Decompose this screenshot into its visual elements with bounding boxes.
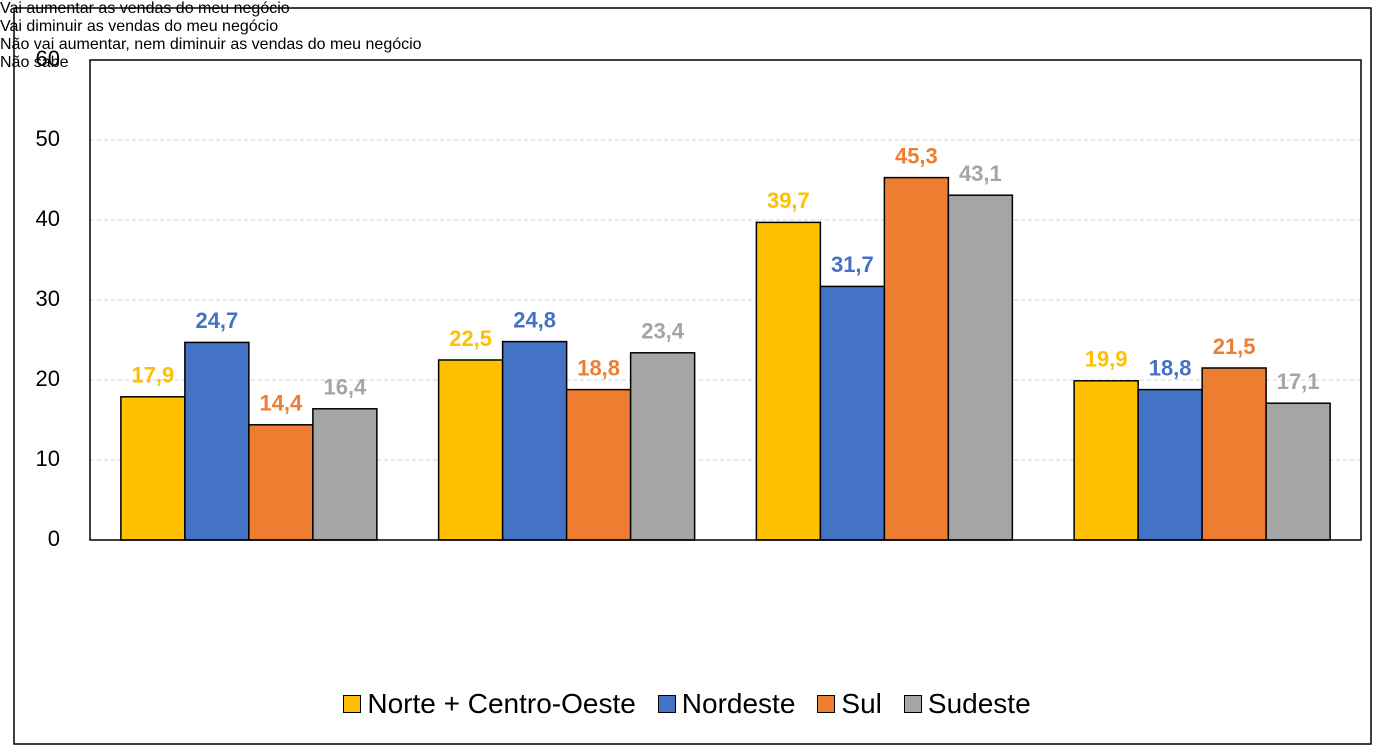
bar — [819, 285, 886, 541]
bar — [947, 194, 1014, 541]
data-label: 43,1 — [959, 161, 1002, 186]
bar — [120, 396, 186, 541]
data-label: 45,3 — [895, 143, 938, 168]
bar — [883, 176, 950, 541]
legend: Norte + Centro-Oeste Nordeste Sul Sudeste — [0, 688, 1374, 720]
bar — [437, 359, 504, 541]
legend-label: Nordeste — [681, 688, 796, 719]
data-label: 39,7 — [767, 188, 810, 213]
y-tick-label: 30 — [36, 286, 60, 311]
data-label: 18,8 — [1149, 355, 1192, 380]
bar — [248, 424, 314, 541]
legend-item: Sudeste — [903, 688, 1031, 720]
bar — [1137, 388, 1203, 541]
data-label: 17,9 — [131, 363, 174, 388]
chart-frame — [13, 7, 1372, 745]
y-tick-label: 20 — [36, 366, 60, 391]
bar — [755, 221, 822, 541]
legend-swatch — [903, 695, 922, 713]
bar — [1201, 367, 1267, 541]
data-label: 24,8 — [513, 307, 556, 332]
x-tick-label: Não sabe — [0, 54, 69, 71]
plot-border — [89, 59, 1362, 541]
y-tick-label: 40 — [36, 206, 60, 231]
x-tick-label: Vai diminuir as vendas do meu negócio — [0, 18, 279, 35]
y-tick-label: 60 — [36, 46, 60, 71]
data-label: 23,4 — [641, 319, 685, 344]
legend-swatch — [817, 695, 836, 713]
bar — [312, 408, 378, 541]
y-tick-label: 0 — [48, 526, 60, 551]
y-tick-label: 50 — [36, 126, 60, 151]
legend-item: Norte + Centro-Oeste — [343, 688, 636, 720]
bar — [565, 388, 632, 541]
legend-swatch — [657, 695, 676, 713]
bar — [184, 341, 250, 541]
data-label: 18,8 — [577, 355, 620, 380]
data-label: 22,5 — [449, 326, 492, 351]
x-tick-label: Não vai aumentar, nem diminuir as vendas… — [0, 36, 422, 53]
bar — [501, 340, 568, 541]
data-label: 16,4 — [323, 375, 367, 400]
data-label: 19,9 — [1085, 347, 1128, 372]
legend-item: Nordeste — [657, 688, 796, 720]
y-tick-label: 10 — [36, 446, 60, 471]
data-label: 24,7 — [195, 308, 238, 333]
data-label: 31,7 — [831, 252, 874, 277]
legend-label: Norte + Centro-Oeste — [367, 688, 636, 719]
legend-label: Sul — [841, 688, 882, 719]
data-label: 21,5 — [1213, 334, 1256, 359]
bar — [1265, 402, 1331, 541]
legend-item: Sul — [817, 688, 882, 720]
data-label: 17,1 — [1277, 369, 1320, 394]
bar — [629, 352, 696, 541]
data-label: 14,4 — [259, 391, 303, 416]
legend-label: Sudeste — [927, 688, 1031, 719]
legend-swatch — [343, 695, 362, 713]
bar — [1073, 380, 1139, 541]
